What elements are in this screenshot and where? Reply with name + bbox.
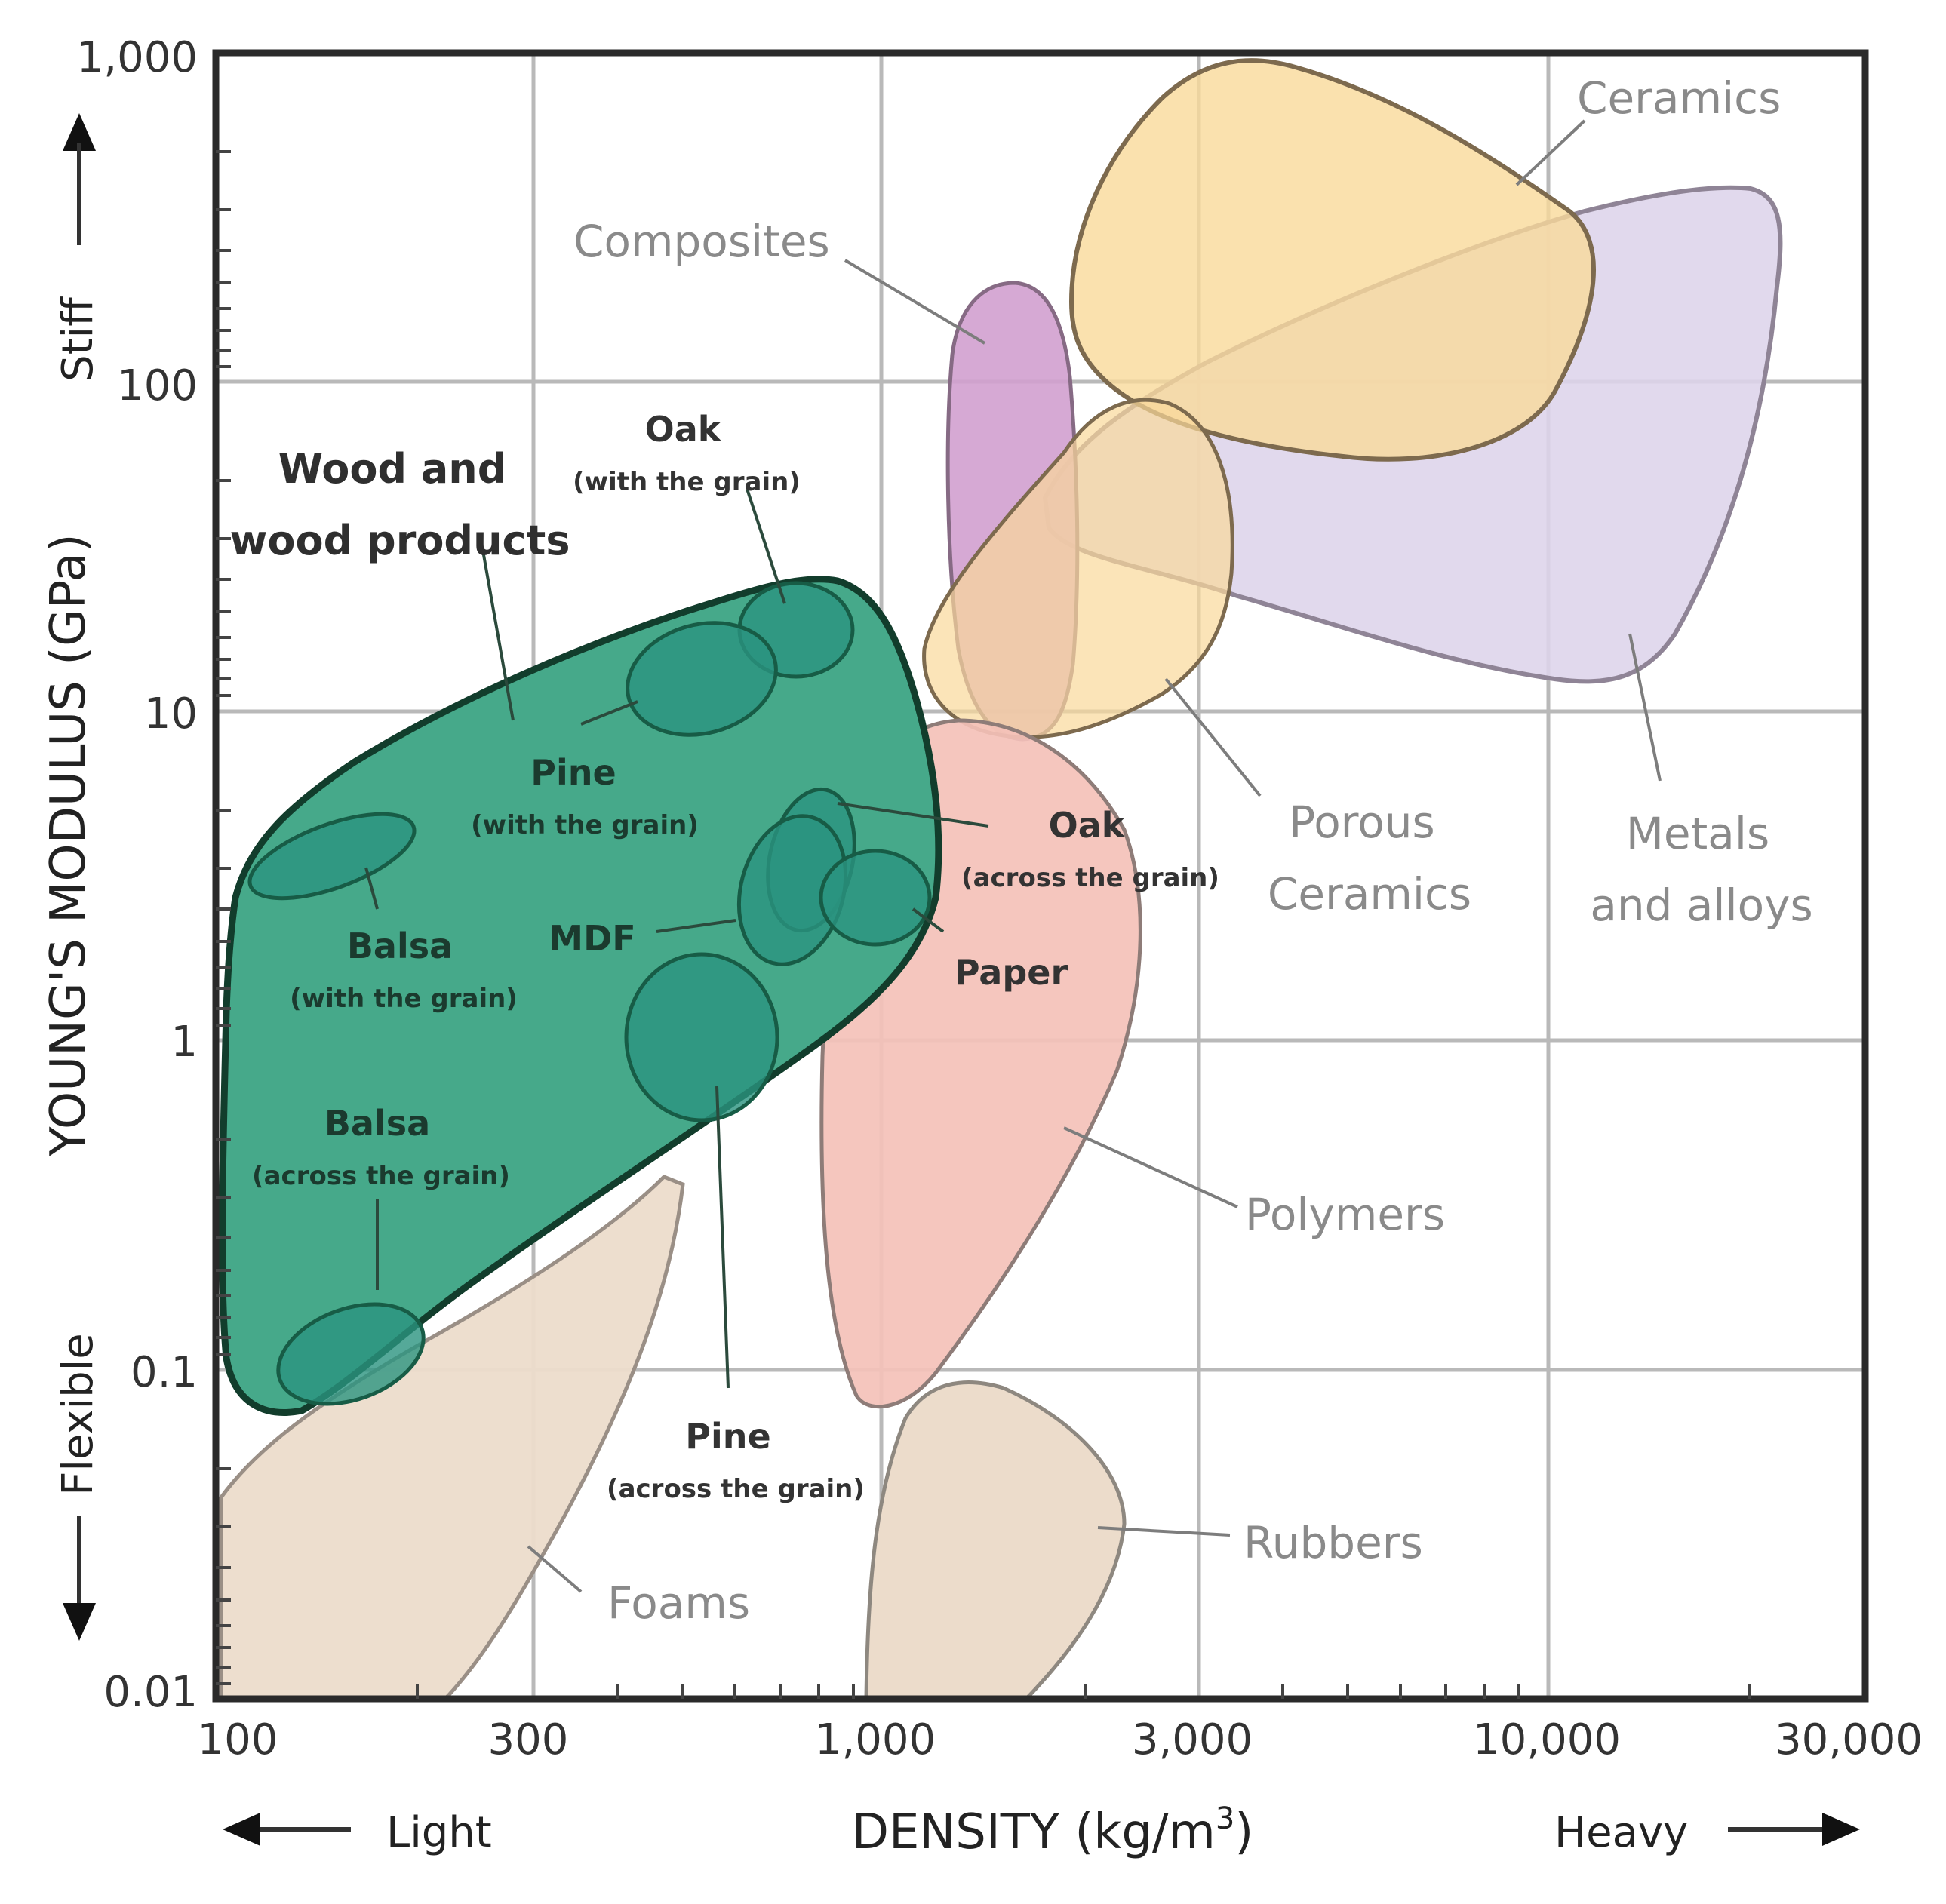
label-pine-with-2: (with the grain)	[471, 810, 699, 840]
region-rubbers	[864, 1380, 1127, 1701]
label-balsa-with-2: (with the grain)	[290, 984, 518, 1014]
label-oak-with-1: Oak	[645, 409, 722, 450]
label-ceramics: Ceramics	[1577, 72, 1781, 124]
stiff-hint: Stiff	[54, 113, 103, 382]
region-wood	[219, 576, 942, 1416]
y-tick: 0.1	[131, 1348, 198, 1397]
y-minor-ticks	[216, 150, 231, 1685]
y-tick: 1,000	[77, 33, 198, 82]
label-polymers: Polymers	[1245, 1189, 1445, 1240]
label-composites: Composites	[573, 216, 830, 267]
label-rubbers: Rubbers	[1244, 1517, 1423, 1568]
x-tick: 300	[488, 1715, 569, 1764]
subregion-oak-across-grain	[819, 849, 932, 947]
label-balsa-across-2: (across the grain)	[252, 1161, 510, 1191]
y-tick: 100	[117, 361, 198, 410]
wood-subregions	[247, 581, 932, 1406]
y-tick: 10	[144, 689, 198, 739]
label-oak-across-2: (across the grain)	[961, 863, 1219, 893]
x-tick-labels: 100 300 1,000 3,000 10,000 30,000	[198, 1715, 1923, 1764]
arrow-left-icon	[223, 1813, 260, 1846]
x-tick: 10,000	[1473, 1715, 1621, 1764]
label-pine-across-2: (across the grain)	[607, 1474, 865, 1504]
subregion-balsa-with-grain	[247, 812, 417, 901]
heavy-hint: Heavy	[1554, 1808, 1860, 1857]
x-minor-ticks	[416, 1684, 1751, 1699]
svg-text:DENSITY (kg/m3): DENSITY (kg/m3)	[852, 1801, 1254, 1860]
x-tick: 100	[198, 1715, 278, 1764]
y-tick: 1	[171, 1018, 198, 1067]
arrow-right-icon	[1822, 1813, 1860, 1846]
subregion-balsa-across-grain	[276, 1302, 426, 1406]
x-tick: 30,000	[1775, 1715, 1923, 1764]
label-foams: Foams	[607, 1577, 750, 1629]
label-pine-across-1: Pine	[685, 1416, 770, 1457]
svg-text:Heavy: Heavy	[1554, 1808, 1688, 1857]
label-metals-2: and alloys	[1590, 880, 1812, 931]
x-axis-title: DENSITY (kg/m3)	[852, 1801, 1254, 1860]
arrow-down-icon	[63, 1603, 96, 1641]
subregion-pine-with-grain	[626, 621, 778, 737]
label-oak-across-1: Oak	[1049, 805, 1126, 846]
arrow-up-icon	[63, 113, 96, 151]
x-tick: 3,000	[1132, 1715, 1253, 1764]
y-axis-title: YOUNG'S MODULUS (GPa)	[41, 533, 97, 1156]
label-wood-2: wood products	[230, 517, 570, 564]
y-tick: 0.01	[103, 1668, 198, 1717]
svg-text:Flexible: Flexible	[54, 1333, 103, 1496]
y-tick-labels: 1,000 100 10 1 0.1 0.01	[77, 33, 198, 1717]
subregion-pine-across-grain	[624, 952, 779, 1122]
label-mdf: MDF	[549, 918, 635, 959]
light-hint: Light	[223, 1808, 492, 1857]
label-pine-with-1: Pine	[530, 752, 616, 793]
flexible-hint: Flexible	[54, 1333, 103, 1641]
svg-text:Light: Light	[386, 1808, 492, 1857]
x-tick: 1,000	[815, 1715, 936, 1764]
leader-lines	[364, 119, 1662, 1593]
label-porous-ceramics-1: Porous	[1289, 797, 1434, 848]
label-metals-1: Metals	[1626, 808, 1769, 859]
axes-frame	[212, 49, 1869, 1703]
svg-text:Stiff: Stiff	[54, 296, 103, 382]
label-oak-with-2: (with the grain)	[573, 467, 801, 497]
label-porous-ceramics-2: Ceramics	[1268, 868, 1471, 920]
label-wood-1: Wood and	[278, 445, 507, 493]
label-paper: Paper	[955, 952, 1068, 993]
label-balsa-with-1: Balsa	[347, 926, 453, 966]
label-balsa-across-1: Balsa	[324, 1103, 430, 1144]
